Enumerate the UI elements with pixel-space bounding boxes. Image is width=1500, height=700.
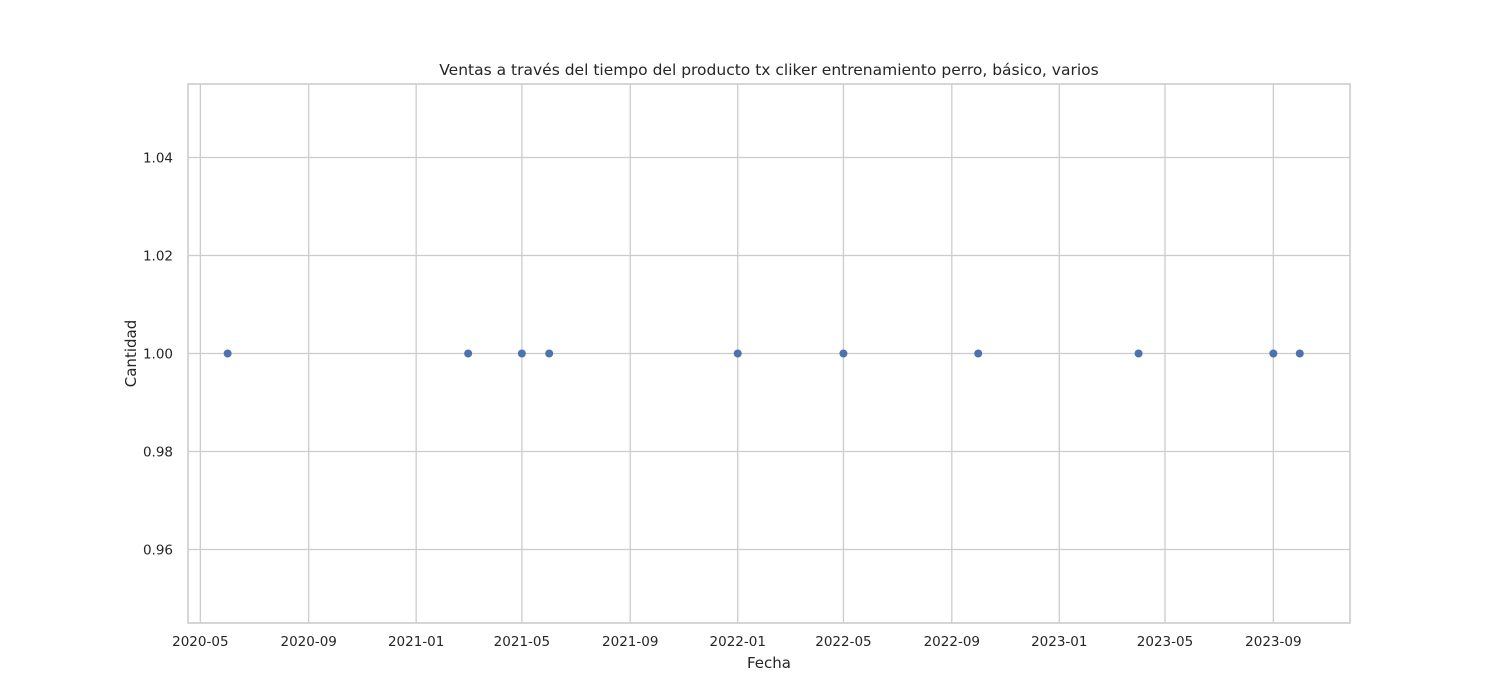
y-tick-label: 0.98	[143, 445, 173, 461]
x-tick-label: 2020-09	[280, 634, 336, 650]
y-tick-label: 1.04	[143, 151, 173, 167]
x-tick-label: 2021-09	[602, 634, 658, 650]
data-point	[517, 349, 526, 358]
x-tick-label: 2020-05	[172, 634, 228, 650]
y-tick-label: 0.96	[143, 543, 173, 559]
data-point	[733, 349, 742, 358]
data-point	[545, 349, 554, 358]
data-point	[1134, 349, 1143, 358]
plot-frame	[187, 83, 1351, 624]
x-tick-label: 2023-01	[1031, 634, 1087, 650]
x-tick-label: 2022-09	[924, 634, 980, 650]
x-tick-label: 2023-05	[1137, 634, 1193, 650]
x-tick-label: 2021-05	[494, 634, 550, 650]
y-tick-label: 1.00	[143, 347, 173, 363]
data-point	[1269, 349, 1278, 358]
y-tick-label: 1.02	[143, 249, 173, 265]
x-axis-label: Fecha	[747, 654, 791, 672]
data-point	[1295, 349, 1304, 358]
data-point	[464, 349, 473, 358]
y-tick-labels: 0.96 0.98 1.00 1.02 1.04	[143, 151, 173, 559]
x-tick-label: 2022-01	[710, 634, 766, 650]
x-tick-labels: 2020-05 2020-09 2021-01 2021-05 2021-09 2022-…	[172, 634, 1301, 650]
x-tick-label: 2023-09	[1245, 634, 1301, 650]
y-axis-label: Cantidad	[122, 320, 140, 387]
data-point	[223, 349, 232, 358]
x-tick-label: 2021-01	[388, 634, 444, 650]
data-point	[974, 349, 983, 358]
chart-title: Ventas a través del tiempo del producto …	[439, 61, 1098, 79]
data-points	[223, 349, 1304, 358]
data-point	[839, 349, 848, 358]
x-tick-label: 2022-05	[815, 634, 871, 650]
